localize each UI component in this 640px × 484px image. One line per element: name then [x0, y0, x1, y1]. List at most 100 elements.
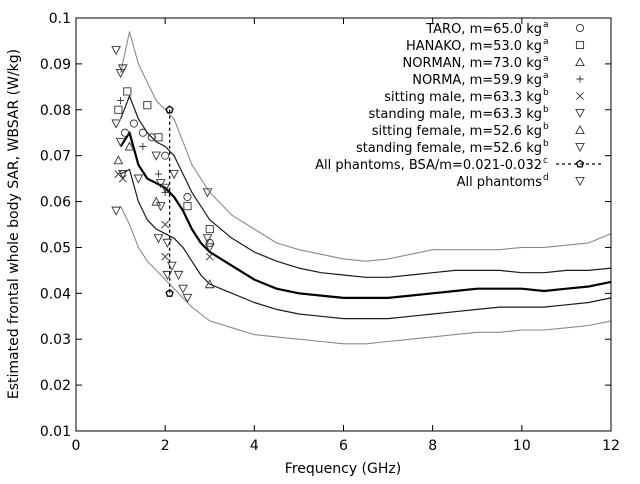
x-tick-label: 8: [428, 438, 437, 454]
marker-triangle-down: [151, 151, 162, 161]
x-axis-label: Frequency (GHz): [285, 461, 401, 477]
marker-cross: [205, 252, 214, 261]
marker-plus: [139, 142, 147, 151]
legend-label: TARO, m=65.0 kg: [425, 22, 542, 37]
marker-triangle-down: [115, 137, 126, 147]
marker-circle: [120, 128, 130, 137]
marker-triangle-down: [111, 206, 121, 216]
legend-superscript: a: [543, 20, 549, 30]
x-tick-label: 12: [602, 438, 620, 454]
y-tick-label: 0.07: [40, 149, 71, 165]
bsa-range-top-marker: [165, 105, 174, 114]
marker-triangle-down: [202, 188, 213, 198]
marker-circle: [147, 133, 156, 142]
legend-marker-cross: [576, 92, 584, 100]
legend-superscript: b: [543, 88, 549, 98]
legend-label: sitting male, m=63.3 kg: [384, 90, 542, 105]
marker-square: [114, 105, 123, 114]
y-tick-label: 0.04: [40, 286, 71, 302]
marker-triangle-up: [204, 279, 215, 289]
marker-triangle-down: [111, 46, 121, 56]
bsa-range-layer: [165, 105, 174, 297]
legend-label: standing female, m=52.6 kg: [356, 141, 542, 156]
marker-triangle-down: [182, 293, 193, 303]
legend-marker-triangle-down: [575, 142, 585, 153]
legend-superscript: b: [543, 105, 549, 115]
legend-superscript: b: [543, 122, 549, 132]
y-tick-label: 0.05: [40, 240, 71, 256]
legend-marker-pentagon: [575, 159, 585, 168]
y-tick-label: 0.09: [40, 57, 71, 73]
legend-superscript: b: [543, 139, 549, 149]
marker-triangle-down: [173, 270, 184, 281]
legend-superscript: c: [543, 156, 548, 166]
marker-cross: [161, 220, 170, 229]
legend-superscript: d: [543, 173, 549, 183]
marker-triangle-down: [162, 270, 173, 281]
legend-marker-triangle-down: [575, 176, 585, 187]
marker-circle: [205, 238, 214, 247]
legend-marker-triangle-down: [575, 108, 585, 119]
marker-triangle-down: [153, 234, 164, 244]
marker-circle: [138, 128, 147, 137]
axes-layer: 0 2 4 6 8 10 12 0.01 0.02 0.03 0.04 0.05 0.06 0.07 0.0…: [40, 11, 620, 454]
marker-circle: [161, 151, 170, 160]
legend-marker-plus: [576, 75, 584, 83]
marker-square: [123, 87, 132, 96]
y-tick-label: 0.01: [40, 424, 71, 440]
legend-superscript: a: [543, 71, 549, 81]
legend-marker-square: [575, 40, 585, 50]
curve-lower-1: [120, 168, 612, 320]
marker-triangle-up: [113, 155, 124, 165]
y-tick-label: 0.06: [40, 195, 71, 211]
marker-triangle-down: [117, 64, 128, 74]
marker-triangle-down: [133, 174, 144, 184]
legend-marker-triangle-up: [575, 124, 585, 135]
x-tick-label: 0: [72, 438, 81, 454]
legend-label: sitting female, m=52.6 kg: [372, 124, 542, 139]
legend-superscript: a: [543, 37, 549, 47]
curve-upper-2: [120, 31, 612, 262]
legend-label: All phantoms: [457, 175, 543, 190]
marker-plus: [154, 170, 163, 178]
legend-label: All phantoms, BSA/m=0.021-0.032: [315, 158, 542, 173]
marker-square: [205, 225, 214, 234]
y-tick-label: 0.08: [40, 103, 71, 119]
legend-marker-circle: [575, 23, 585, 33]
marker-square: [154, 133, 163, 142]
marker-circle: [183, 192, 192, 202]
marker-triangle-up: [151, 196, 162, 206]
legend-superscript: a: [543, 54, 549, 64]
curve-upper-1: [120, 95, 612, 278]
marker-square: [183, 202, 192, 211]
legend-label: HANAKO, m=53.0 kg: [406, 39, 542, 54]
legend-marker-triangle-up: [575, 56, 585, 67]
marker-triangle-down: [178, 284, 188, 294]
legend-label: NORMAN, m=73.0 kg: [402, 56, 542, 71]
y-tick-label: 0.02: [40, 378, 71, 394]
y-tick-label: 0.1: [49, 11, 71, 27]
markers-layer: [111, 46, 215, 303]
bsa-range-bottom-marker: [165, 288, 174, 297]
marker-plus: [116, 97, 125, 105]
marker-triangle-down: [115, 69, 126, 79]
marker-triangle-down: [111, 119, 121, 129]
marker-triangle-down: [155, 202, 166, 212]
marker-cross: [161, 252, 170, 261]
x-tick-label: 6: [339, 438, 348, 454]
x-tick-label: 4: [250, 438, 259, 454]
marker-triangle-down: [169, 169, 179, 180]
curve-lower-2: [120, 205, 612, 345]
legend-label: standing male, m=63.3 kg: [369, 107, 542, 122]
y-axis-label: Estimated frontal whole body SAR, WBSAR …: [6, 49, 22, 399]
x-tick-label: 10: [513, 438, 531, 454]
marker-circle: [129, 119, 139, 128]
y-tick-label: 0.03: [40, 332, 71, 348]
legend-label: NORMA, m=59.9 kg: [412, 73, 542, 88]
marker-triangle-up: [124, 141, 135, 151]
marker-triangle-down: [117, 169, 128, 180]
marker-triangle-down: [202, 234, 213, 244]
